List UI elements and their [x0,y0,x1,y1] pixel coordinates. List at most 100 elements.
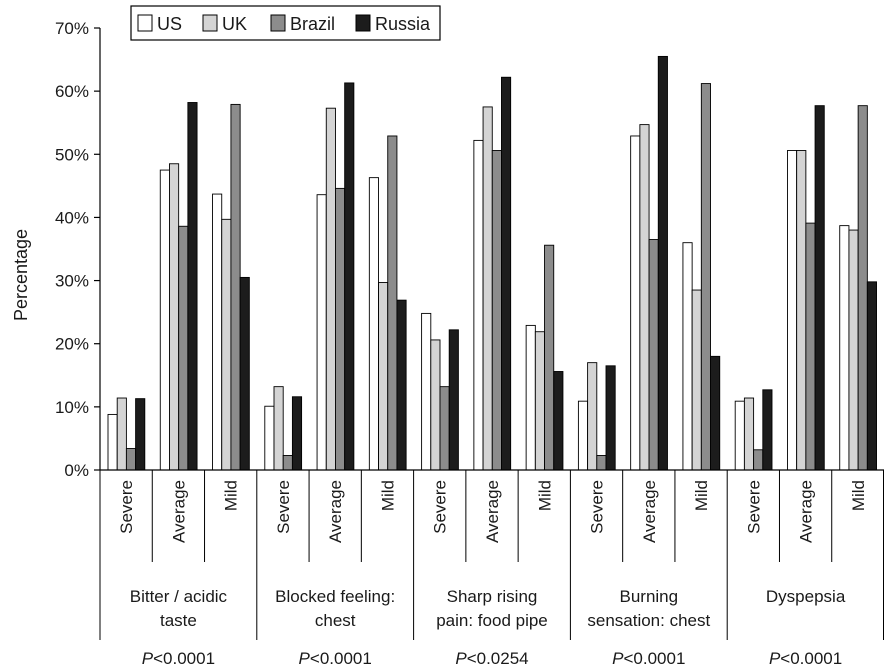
bar-us [212,193,223,471]
bar-uk [534,331,545,471]
bar-brazil [125,448,137,471]
bar-uk [430,339,441,471]
subgroup-label: Average [483,480,502,543]
p-value-symbol: P [455,649,467,668]
bar-us [316,194,327,471]
bar-russia [866,281,877,471]
y-tick-label: 50% [55,145,89,164]
y-tick-label: 70% [55,19,89,38]
subgroup-label: Average [169,480,188,543]
subgroup-label: Mild [692,480,711,511]
bar-russia [448,329,459,471]
subgroup-label: Severe [431,480,450,534]
bar-uk [848,229,859,471]
subgroup-label: Mild [378,480,397,511]
subgroup-label: Severe [274,480,293,534]
group-label: taste [160,611,197,630]
bar-uk [221,218,232,471]
bar-russia [239,276,250,471]
bar-brazil [805,222,816,471]
bar-uk [169,163,180,471]
bar-brazil [178,225,189,471]
p-value-symbol: P [142,649,154,668]
group-label: pain: food pipe [436,611,548,630]
subgroup-label: Mild [222,480,241,511]
bar-brazil [439,386,450,471]
p-value-symbol: P [299,649,311,668]
p-value-label: P<0.0001 [142,649,215,668]
bar-russia [605,365,616,471]
bar-russia [135,398,146,471]
bar-us [107,413,118,471]
y-tick-label: 10% [55,398,89,417]
subgroup-label: Average [640,480,659,543]
bar-us [734,400,745,471]
legend-label-uk: UK [222,14,247,34]
bar-brazil [857,105,868,471]
bar-us [473,139,484,471]
group-label: sensation: chest [587,611,710,630]
group-label: Bitter / acidic [130,587,228,606]
p-value-label: P<0.0001 [769,649,842,668]
subgroup-label: Severe [117,480,136,534]
bar-brazil [544,244,555,471]
bar-uk [796,150,807,471]
bar-brazil [387,135,398,471]
bar-russia [762,389,773,471]
y-tick-label: 0% [64,461,89,480]
bar-us [682,242,693,471]
subgroup-label: Severe [588,480,607,534]
bar-us [368,177,379,471]
bar-russia [814,105,825,471]
bar-russia [291,396,303,471]
legend-swatch-uk [202,14,218,32]
group-label: chest [315,611,356,630]
bar-brazil [230,103,241,471]
bar-uk [325,107,336,471]
bar-us [421,312,432,471]
p-value-number: <0.0254 [467,649,529,668]
bar-us [525,324,536,471]
bar-russia [396,299,407,471]
p-value-label: P<0.0001 [299,649,372,668]
y-tick-label: 40% [55,208,89,227]
p-value-number: <0.0001 [780,649,842,668]
bars [107,55,877,471]
bar-russia [501,76,512,471]
bar-brazil [648,239,659,471]
y-axis-label: Percentage [11,229,31,321]
legend-label-brazil: Brazil [290,14,335,34]
group-label: Blocked feeling: [275,587,395,606]
subgroup-label: Average [797,480,816,543]
y-tick-label: 60% [55,82,89,101]
legend-swatch-us [137,14,153,32]
bar-brazil [596,455,607,471]
bar-us [787,150,798,471]
p-value-number: <0.0001 [310,649,372,668]
subgroup-label: Mild [535,480,554,511]
subgroup-label: Severe [744,480,763,534]
bar-russia [710,355,721,471]
group-label: Burning [619,587,678,606]
bar-uk [691,289,702,471]
bar-uk [378,282,389,471]
p-value-number: <0.0001 [624,649,686,668]
legend-label-us: US [157,14,182,34]
bar-uk [273,386,284,471]
p-value-label: P<0.0001 [612,649,685,668]
legend: US UK Brazil Russia [130,5,441,41]
subgroup-label: Mild [849,480,868,511]
p-value-symbol: P [769,649,781,668]
bar-uk [639,124,650,471]
bar-us [264,405,275,471]
y-axis: 0% 10% 20% 30% 40% 50% 60% 70% [55,19,101,480]
group-label: Dyspepsia [766,587,846,606]
bar-brazil [282,455,293,471]
bar-us [577,400,589,471]
bar-us [159,169,170,471]
legend-swatch-brazil [270,14,286,32]
legend-swatch-russia [355,14,371,32]
bar-uk [116,397,127,471]
p-value-label: P<0.0254 [455,649,528,668]
